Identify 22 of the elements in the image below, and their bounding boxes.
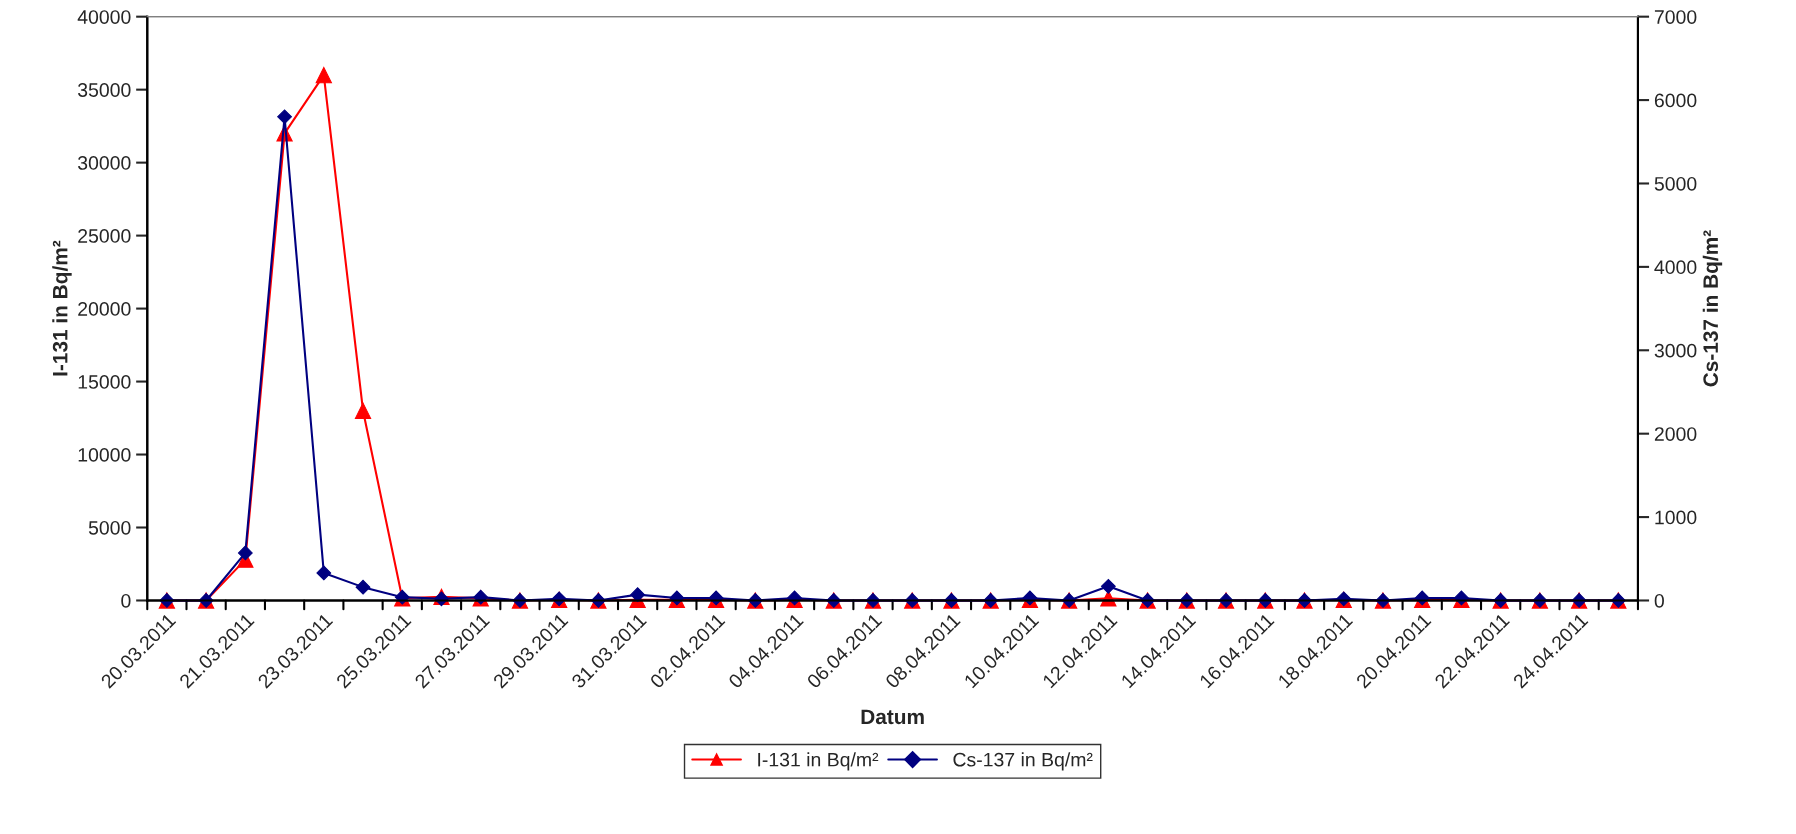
y-tick-label: 35000 xyxy=(77,83,131,97)
y2-tick-label: 6000 xyxy=(1654,93,1697,108)
y-tick-label: 10000 xyxy=(78,448,131,462)
y-tick-label: 40000 xyxy=(77,10,131,24)
y-tick-label: 20000 xyxy=(78,302,131,316)
y2-tick-label: 0 xyxy=(1654,593,1664,608)
y2-tick-label: 4000 xyxy=(1654,260,1697,275)
y2-axis-title: Cs-137 in Bq/m² xyxy=(1702,230,1723,387)
y-tick-label: 15000 xyxy=(78,375,131,389)
legend-label: Cs-137 in Bq/m² xyxy=(953,752,1093,771)
legend-label: I-131 in Bq/m² xyxy=(758,752,879,771)
y-tick-label: 0 xyxy=(121,593,131,608)
y2-tick-label: 2000 xyxy=(1654,427,1697,441)
y-tick-label: 5000 xyxy=(88,520,131,535)
y2-tick-label: 1000 xyxy=(1655,510,1697,525)
y2-tick-label: 7000 xyxy=(1654,10,1697,24)
y-tick-label: 25000 xyxy=(78,229,131,243)
y-tick-label: 30000 xyxy=(77,156,131,170)
y-axis-title: I-131 in Bq/m² xyxy=(52,240,72,376)
y2-tick-label: 5000 xyxy=(1654,176,1697,191)
y2-tick-label: 3000 xyxy=(1654,343,1697,358)
x-axis-title: Datum xyxy=(861,709,924,725)
